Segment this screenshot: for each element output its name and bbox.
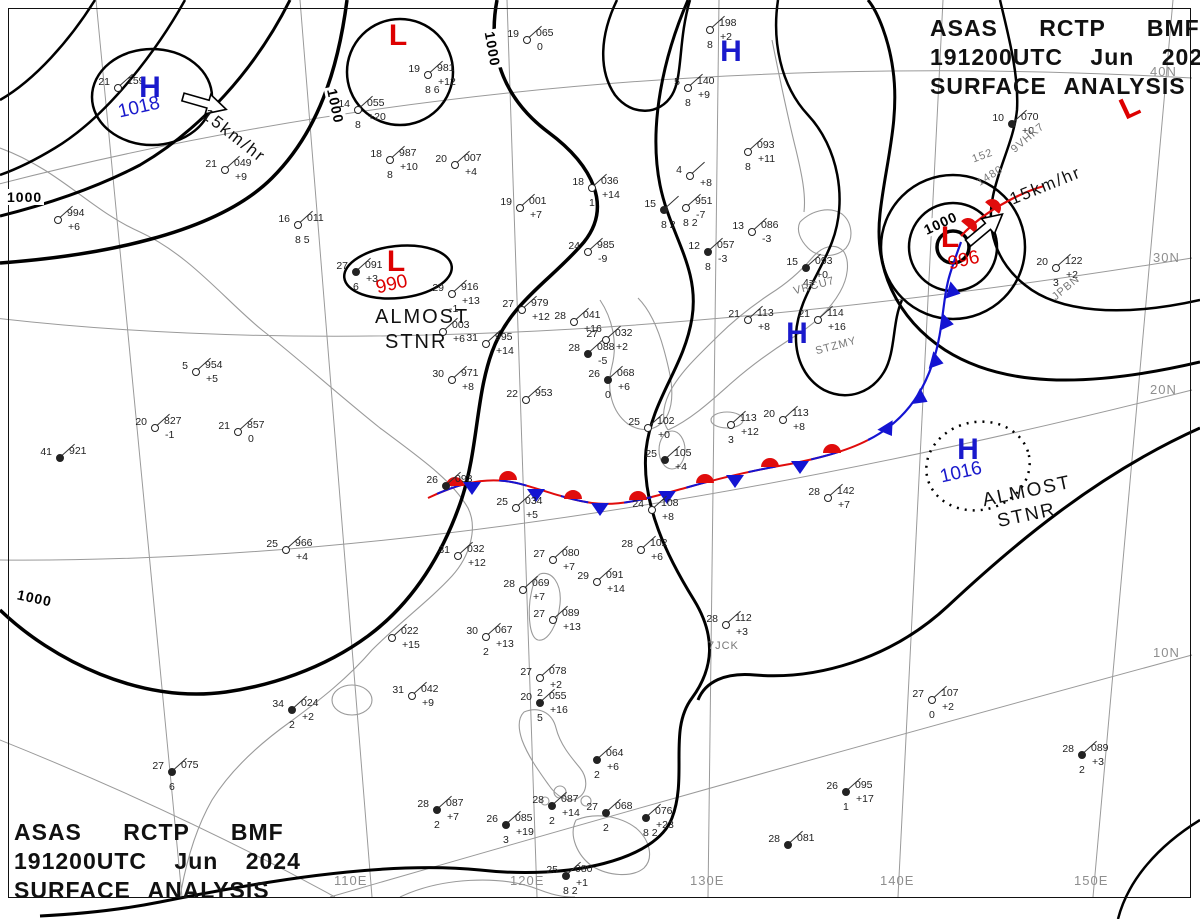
cold-front-line (867, 241, 963, 441)
coastline-layer (0, 39, 852, 898)
title-block-top-right: ASAS RCTP BMF 191200UTC Jun 2024 SURFACE… (930, 14, 1200, 101)
movement-arrow-icon (964, 212, 1004, 248)
chart-id: ASAS RCTP BMF (14, 819, 284, 845)
chart-type: SURFACE ANALYSIS (930, 73, 1186, 99)
front-layer (180, 92, 1045, 516)
high-1016-dotted-ring (925, 420, 1031, 512)
movement-arrow-icon (180, 92, 228, 115)
chart-id: ASAS RCTP BMF (930, 15, 1200, 41)
chart-datetime: 191200UTC Jun 2024 (14, 848, 301, 874)
graticule-layer (0, 0, 1193, 898)
warm-front-icon (446, 199, 1001, 500)
chart-type: SURFACE ANALYSIS (14, 877, 270, 903)
title-block-bottom-left: ASAS RCTP BMF 191200UTC Jun 2024 SURFACE… (14, 818, 301, 905)
chart-datetime: 191200UTC Jun 2024 (930, 44, 1200, 70)
